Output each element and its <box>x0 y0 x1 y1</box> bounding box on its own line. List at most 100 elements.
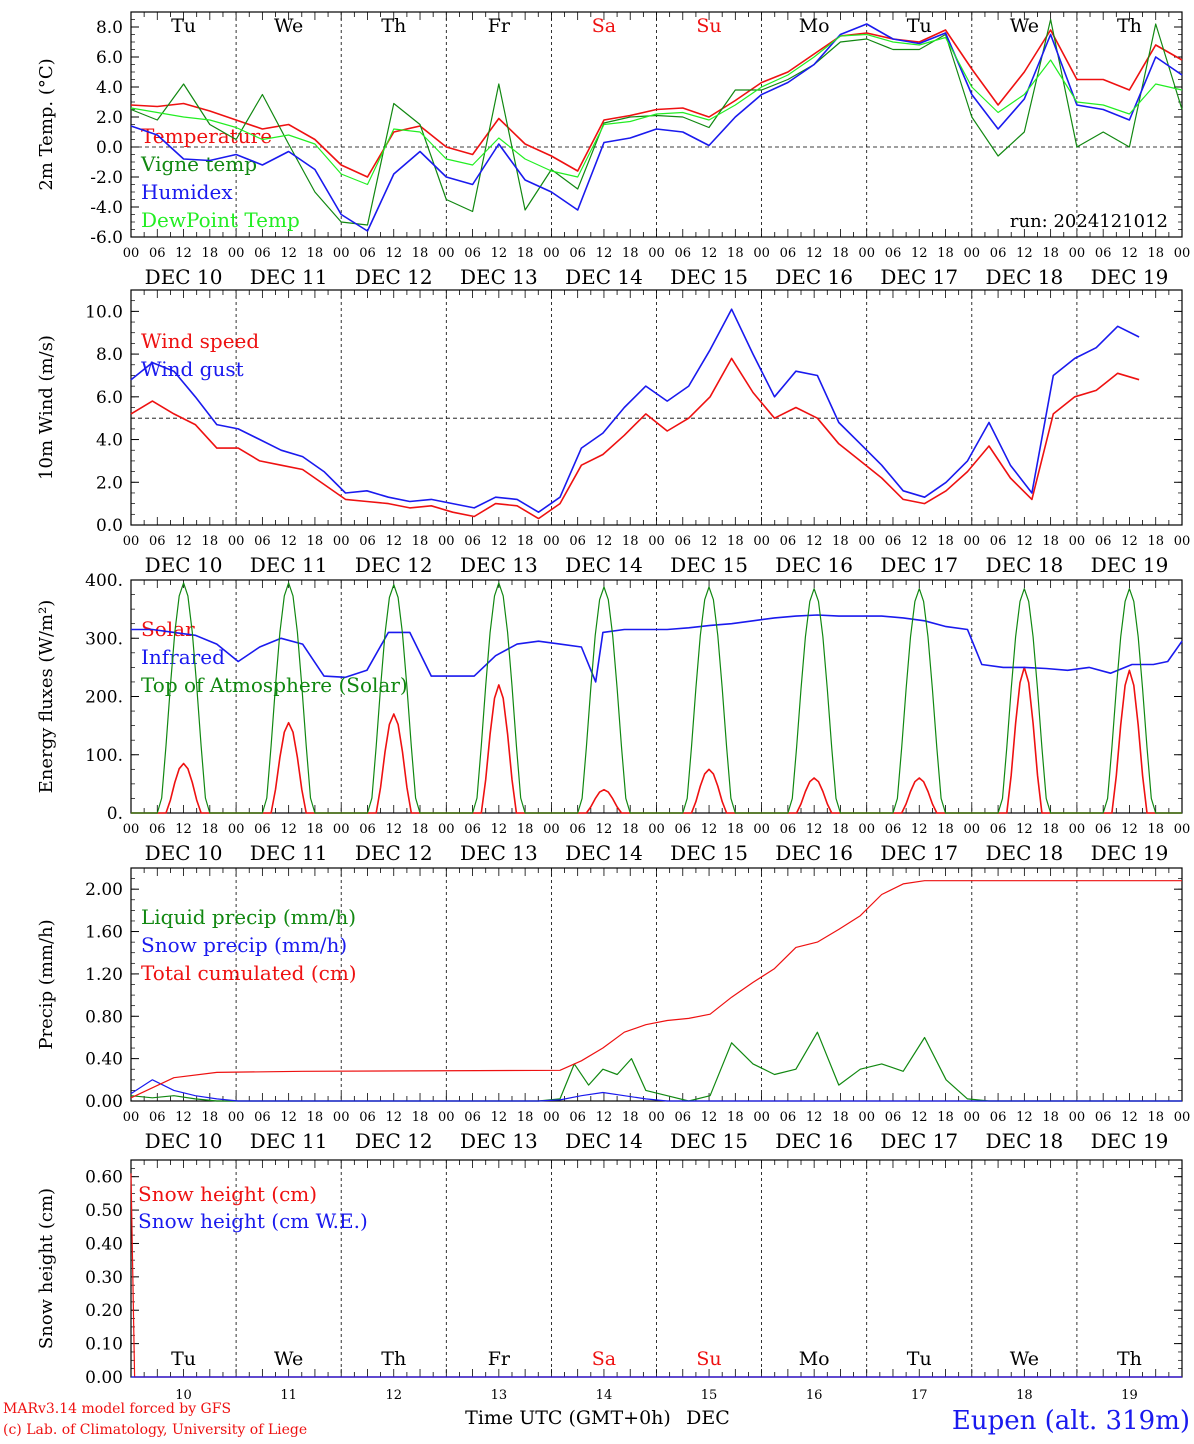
series-line-wind-gust <box>130 308 1140 513</box>
y-tick-label: 1.20 <box>85 965 123 985</box>
x-tick-label: 18 <box>412 1110 429 1125</box>
x-tick-label: 12 <box>596 822 613 837</box>
x-tick-label: 00 <box>858 822 875 837</box>
x-tick-label: 18 <box>412 534 429 549</box>
x-tick-label: 06 <box>885 534 902 549</box>
y-tick-label: -6.0 <box>90 228 123 248</box>
y-tick-label: 200. <box>85 688 123 708</box>
x-tick-label: 18 <box>1042 534 1059 549</box>
series-line-top-of-atmosphere-solar- <box>131 582 1182 814</box>
x-tick-label: 06 <box>359 246 376 261</box>
y-tick-label: -2.0 <box>90 168 123 188</box>
x-tick-label: 00 <box>123 246 140 261</box>
day-label: DEC 18 <box>985 265 1063 289</box>
day-number: 15 <box>701 1388 718 1403</box>
x-tick-label: 12 <box>806 246 823 261</box>
x-tick-label: 18 <box>307 822 324 837</box>
x-tick-label: 06 <box>675 246 692 261</box>
x-tick-label: 00 <box>964 1110 981 1125</box>
y-tick-label: 0.40 <box>85 1234 123 1254</box>
x-tick-label: 00 <box>1174 822 1191 837</box>
x-tick-label: 06 <box>359 534 376 549</box>
panel-4: 0.00 0.40 0.80 1.20 1.60 2.00 Precip (mm/h) Liq… <box>36 867 1191 1153</box>
y-tick-label: 4.0 <box>96 431 123 451</box>
day-label: DEC 10 <box>145 841 223 865</box>
x-tick-label: 12 <box>385 1110 402 1125</box>
y-tick-label: 0. <box>107 804 123 824</box>
legend-entry: Top of Atmosphere (Solar) <box>141 673 408 697</box>
x-tick-label: 06 <box>990 246 1007 261</box>
x-tick-label: 12 <box>911 246 928 261</box>
x-tick-label: 00 <box>1069 822 1086 837</box>
day-label: DEC 18 <box>985 841 1063 865</box>
y-axis-label: Precip (mm/h) <box>36 919 57 1049</box>
series-line-infrared <box>131 614 1183 683</box>
day-label: DEC 13 <box>460 265 538 289</box>
day-label: DEC 11 <box>250 265 328 289</box>
x-tick-label: 00 <box>753 822 770 837</box>
x-tick-label: 12 <box>1121 246 1138 261</box>
legend-entry: Humidex <box>141 180 233 204</box>
y-tick-label: 2.0 <box>96 473 123 493</box>
x-tick-label: 06 <box>569 1110 586 1125</box>
weekday-label: Sa <box>592 15 616 37</box>
day-label: DEC 19 <box>1091 1129 1169 1153</box>
x-tick-label: 00 <box>228 822 245 837</box>
day-label: DEC 19 <box>1091 553 1169 577</box>
x-tick-label: 18 <box>727 1110 744 1125</box>
x-tick-label: 00 <box>1069 1110 1086 1125</box>
y-tick-label: 0.40 <box>85 1050 123 1070</box>
y-tick-label: 0.0 <box>96 516 123 536</box>
x-tick-label: 12 <box>806 534 823 549</box>
x-tick-label: 00 <box>648 534 665 549</box>
series-line-temperature <box>130 29 1183 178</box>
weekday-label: Sa <box>592 1348 616 1370</box>
day-label: DEC 17 <box>880 265 958 289</box>
x-tick-label: 06 <box>990 534 1007 549</box>
y-tick-label: 300. <box>85 629 123 649</box>
day-label: DEC 17 <box>880 841 958 865</box>
x-tick-label: 12 <box>385 534 402 549</box>
weekday-label: Tu <box>171 15 196 37</box>
x-tick-label: 12 <box>701 1110 718 1125</box>
day-label: DEC 19 <box>1091 265 1169 289</box>
x-tick-label: 12 <box>175 822 192 837</box>
legend-entry: Snow height (cm) <box>138 1182 317 1206</box>
x-tick-label: 00 <box>333 534 350 549</box>
panel-1: -6.0 -4.0 -2.0 0.0 2.0 4.0 6.0 8.0 2m Temp. (°C)… <box>36 11 1190 289</box>
x-tick-label: 00 <box>438 822 455 837</box>
y-tick-label: 4.0 <box>96 78 123 98</box>
series-line-snow-precip-mm-h- <box>130 1079 1182 1102</box>
x-tick-label: 06 <box>569 822 586 837</box>
day-label: DEC 14 <box>565 1129 643 1153</box>
x-tick-label: 18 <box>307 1110 324 1125</box>
day-label: DEC 16 <box>775 265 853 289</box>
weekday-label: We <box>1010 1348 1039 1370</box>
x-tick-label: 18 <box>202 822 219 837</box>
x-tick-label: 12 <box>280 246 297 261</box>
day-label: DEC 14 <box>565 553 643 577</box>
weekday-label: Th <box>1117 1348 1142 1370</box>
x-tick-label: 18 <box>937 1110 954 1125</box>
day-number: 16 <box>806 1388 823 1403</box>
x-tick-label: 06 <box>254 1110 271 1125</box>
day-label: DEC 12 <box>355 265 433 289</box>
day-number: 14 <box>596 1388 613 1403</box>
x-tick-label: 12 <box>701 246 718 261</box>
day-label: DEC 12 <box>355 1129 433 1153</box>
x-tick-label: 00 <box>438 1110 455 1125</box>
y-tick-label: 0.10 <box>85 1335 123 1355</box>
x-tick-label: 12 <box>1016 246 1033 261</box>
x-tick-label: 18 <box>202 1110 219 1125</box>
day-label: DEC 16 <box>775 1129 853 1153</box>
x-tick-label: 18 <box>832 534 849 549</box>
day-label: DEC 10 <box>145 265 223 289</box>
y-tick-label: 0.80 <box>85 1007 123 1027</box>
legend-entry: DewPoint Temp <box>141 208 300 232</box>
x-tick-label: 18 <box>517 822 534 837</box>
x-tick-label: 00 <box>1174 1110 1191 1125</box>
panel-5: 0.00 0.10 0.20 0.30 0.40 0.50 0.60 Snow height … <box>36 1159 1183 1388</box>
x-tick-label: 12 <box>491 534 508 549</box>
legend-entry: Infrared <box>141 645 225 669</box>
